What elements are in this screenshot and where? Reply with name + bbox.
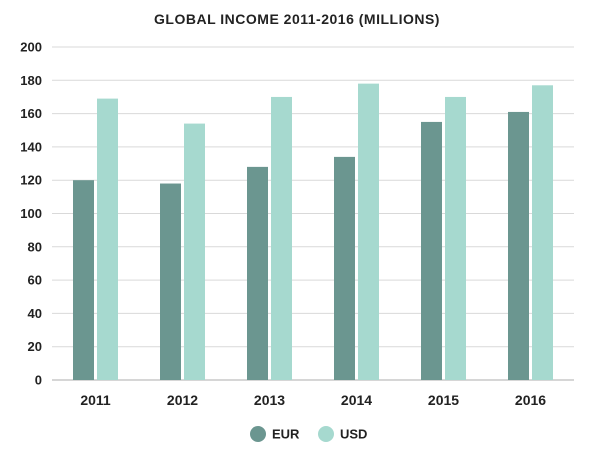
bars-layer [73,83,553,381]
x-tick-label: 2013 [254,392,285,408]
bar-usd-2016[interactable] [532,85,553,381]
legend-label: USD [340,427,367,442]
x-tick-label: 2011 [80,392,111,408]
bar-eur-2015[interactable] [421,121,442,381]
x-axis-ticks: 2011 2012 2013 2014 2015 2016 [80,392,546,408]
y-tick-label: 80 [28,239,42,254]
chart-title: GLOBAL INCOME 2011-2016 (MILLIONS) [154,11,440,27]
bar-usd-2011[interactable] [97,98,118,381]
x-tick-label: 2014 [341,392,372,408]
y-tick-label: 120 [20,173,42,188]
legend-item-eur[interactable]: EUR [250,426,300,442]
legend-item-usd[interactable]: USD [318,426,367,442]
bar-eur-2013[interactable] [247,166,268,380]
y-tick-label: 180 [20,73,42,88]
bar-eur-2014[interactable] [334,156,355,380]
x-tick-label: 2016 [515,392,546,408]
y-axis-ticks: 0 20 40 60 80 100 120 140 160 180 200 [20,40,42,388]
y-tick-label: 40 [28,306,42,321]
legend-swatch [318,426,334,442]
x-tick-label: 2015 [428,392,459,408]
grid-layer [52,46,574,381]
bar-usd-2015[interactable] [445,96,466,380]
y-tick-label: 160 [20,106,42,121]
x-tick-label: 2012 [167,392,198,408]
y-tick-label: 20 [28,339,42,354]
legend[interactable]: EUR USD [250,426,367,442]
bar-usd-2013[interactable] [271,96,292,380]
y-tick-label: 200 [20,40,42,55]
bar-eur-2011[interactable] [73,180,94,380]
legend-label: EUR [272,427,300,442]
y-tick-label: 100 [20,206,42,221]
legend-swatch [250,426,266,442]
y-tick-label: 60 [28,273,42,288]
bar-eur-2012[interactable] [160,183,181,380]
y-tick-label: 140 [20,139,42,154]
bar-usd-2012[interactable] [184,123,205,380]
y-tick-label: 0 [35,373,42,388]
bar-eur-2016[interactable] [508,111,529,380]
bar-usd-2014[interactable] [358,83,379,380]
